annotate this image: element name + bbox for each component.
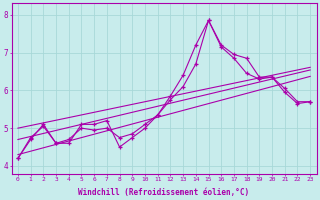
X-axis label: Windchill (Refroidissement éolien,°C): Windchill (Refroidissement éolien,°C) [78,188,250,197]
